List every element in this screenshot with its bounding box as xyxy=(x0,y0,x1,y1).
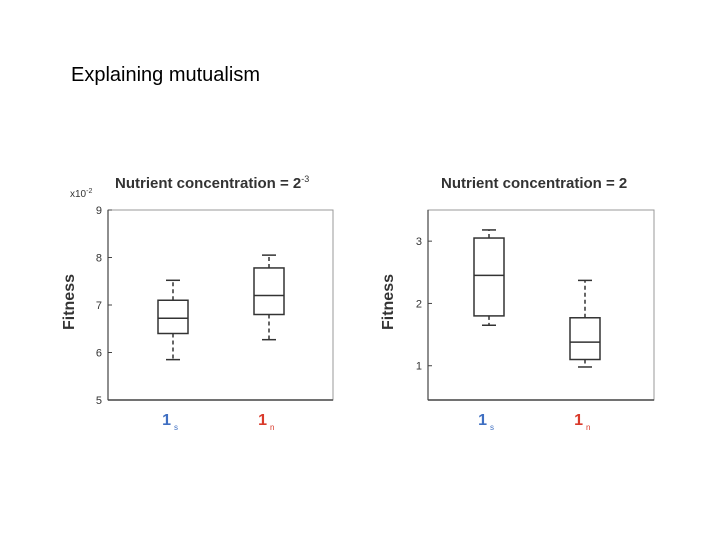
slide-title: Explaining mutualism xyxy=(71,64,260,86)
chart1-ytick-label-2: 7 xyxy=(96,300,102,312)
chart1-plot-frame xyxy=(107,209,334,401)
chart1-category-2-sub: n xyxy=(270,423,274,432)
chart1-box-2-body xyxy=(253,267,285,316)
chart2-plot-frame xyxy=(427,209,655,401)
chart1-title: Nutrient concentration = 2-3 xyxy=(115,174,309,192)
chart1-ytick-label-3: 6 xyxy=(96,348,102,360)
chart1-ytick-label-0: 9 xyxy=(96,205,102,217)
chart2-ytick-label-0: 3 xyxy=(416,236,422,248)
chart1-ylabel: Fitness xyxy=(61,274,78,330)
chart2-category-2-sub: n xyxy=(586,423,590,432)
chart1-ytick-label-1: 8 xyxy=(96,253,102,265)
chart1-category-1-sub: s xyxy=(174,423,178,432)
chart2-category-1-sub: s xyxy=(490,423,494,432)
chart1-category-2-main: 1 xyxy=(258,412,267,429)
chart2-category-2-main: 1 xyxy=(574,412,583,429)
chart1-title-exponent: -3 xyxy=(301,174,309,184)
chart1-yscale-label: x10-2 xyxy=(70,188,92,200)
chart1-ytick-label-4: 5 xyxy=(96,395,102,407)
chart2-box-1-body xyxy=(473,237,505,317)
chart2-ytick-label-1: 2 xyxy=(416,298,422,310)
chart1-yscale-base: x10 xyxy=(70,189,87,200)
chart1-category-1-main: 1 xyxy=(162,412,171,429)
chart2-ylabel: Fitness xyxy=(380,274,397,330)
chart1-title-main: Nutrient concentration = 2 xyxy=(115,175,301,192)
chart2-title: Nutrient concentration = 2 xyxy=(441,175,627,192)
chart2-category-1-main: 1 xyxy=(478,412,487,429)
chart2-ytick-label-2: 1 xyxy=(416,361,422,373)
chart1-yscale-exponent: -2 xyxy=(86,188,92,195)
chart1-box-1-body xyxy=(157,299,189,335)
chart2-title-main: Nutrient concentration = 2 xyxy=(441,175,627,192)
chart2-box-2-body xyxy=(569,317,601,361)
